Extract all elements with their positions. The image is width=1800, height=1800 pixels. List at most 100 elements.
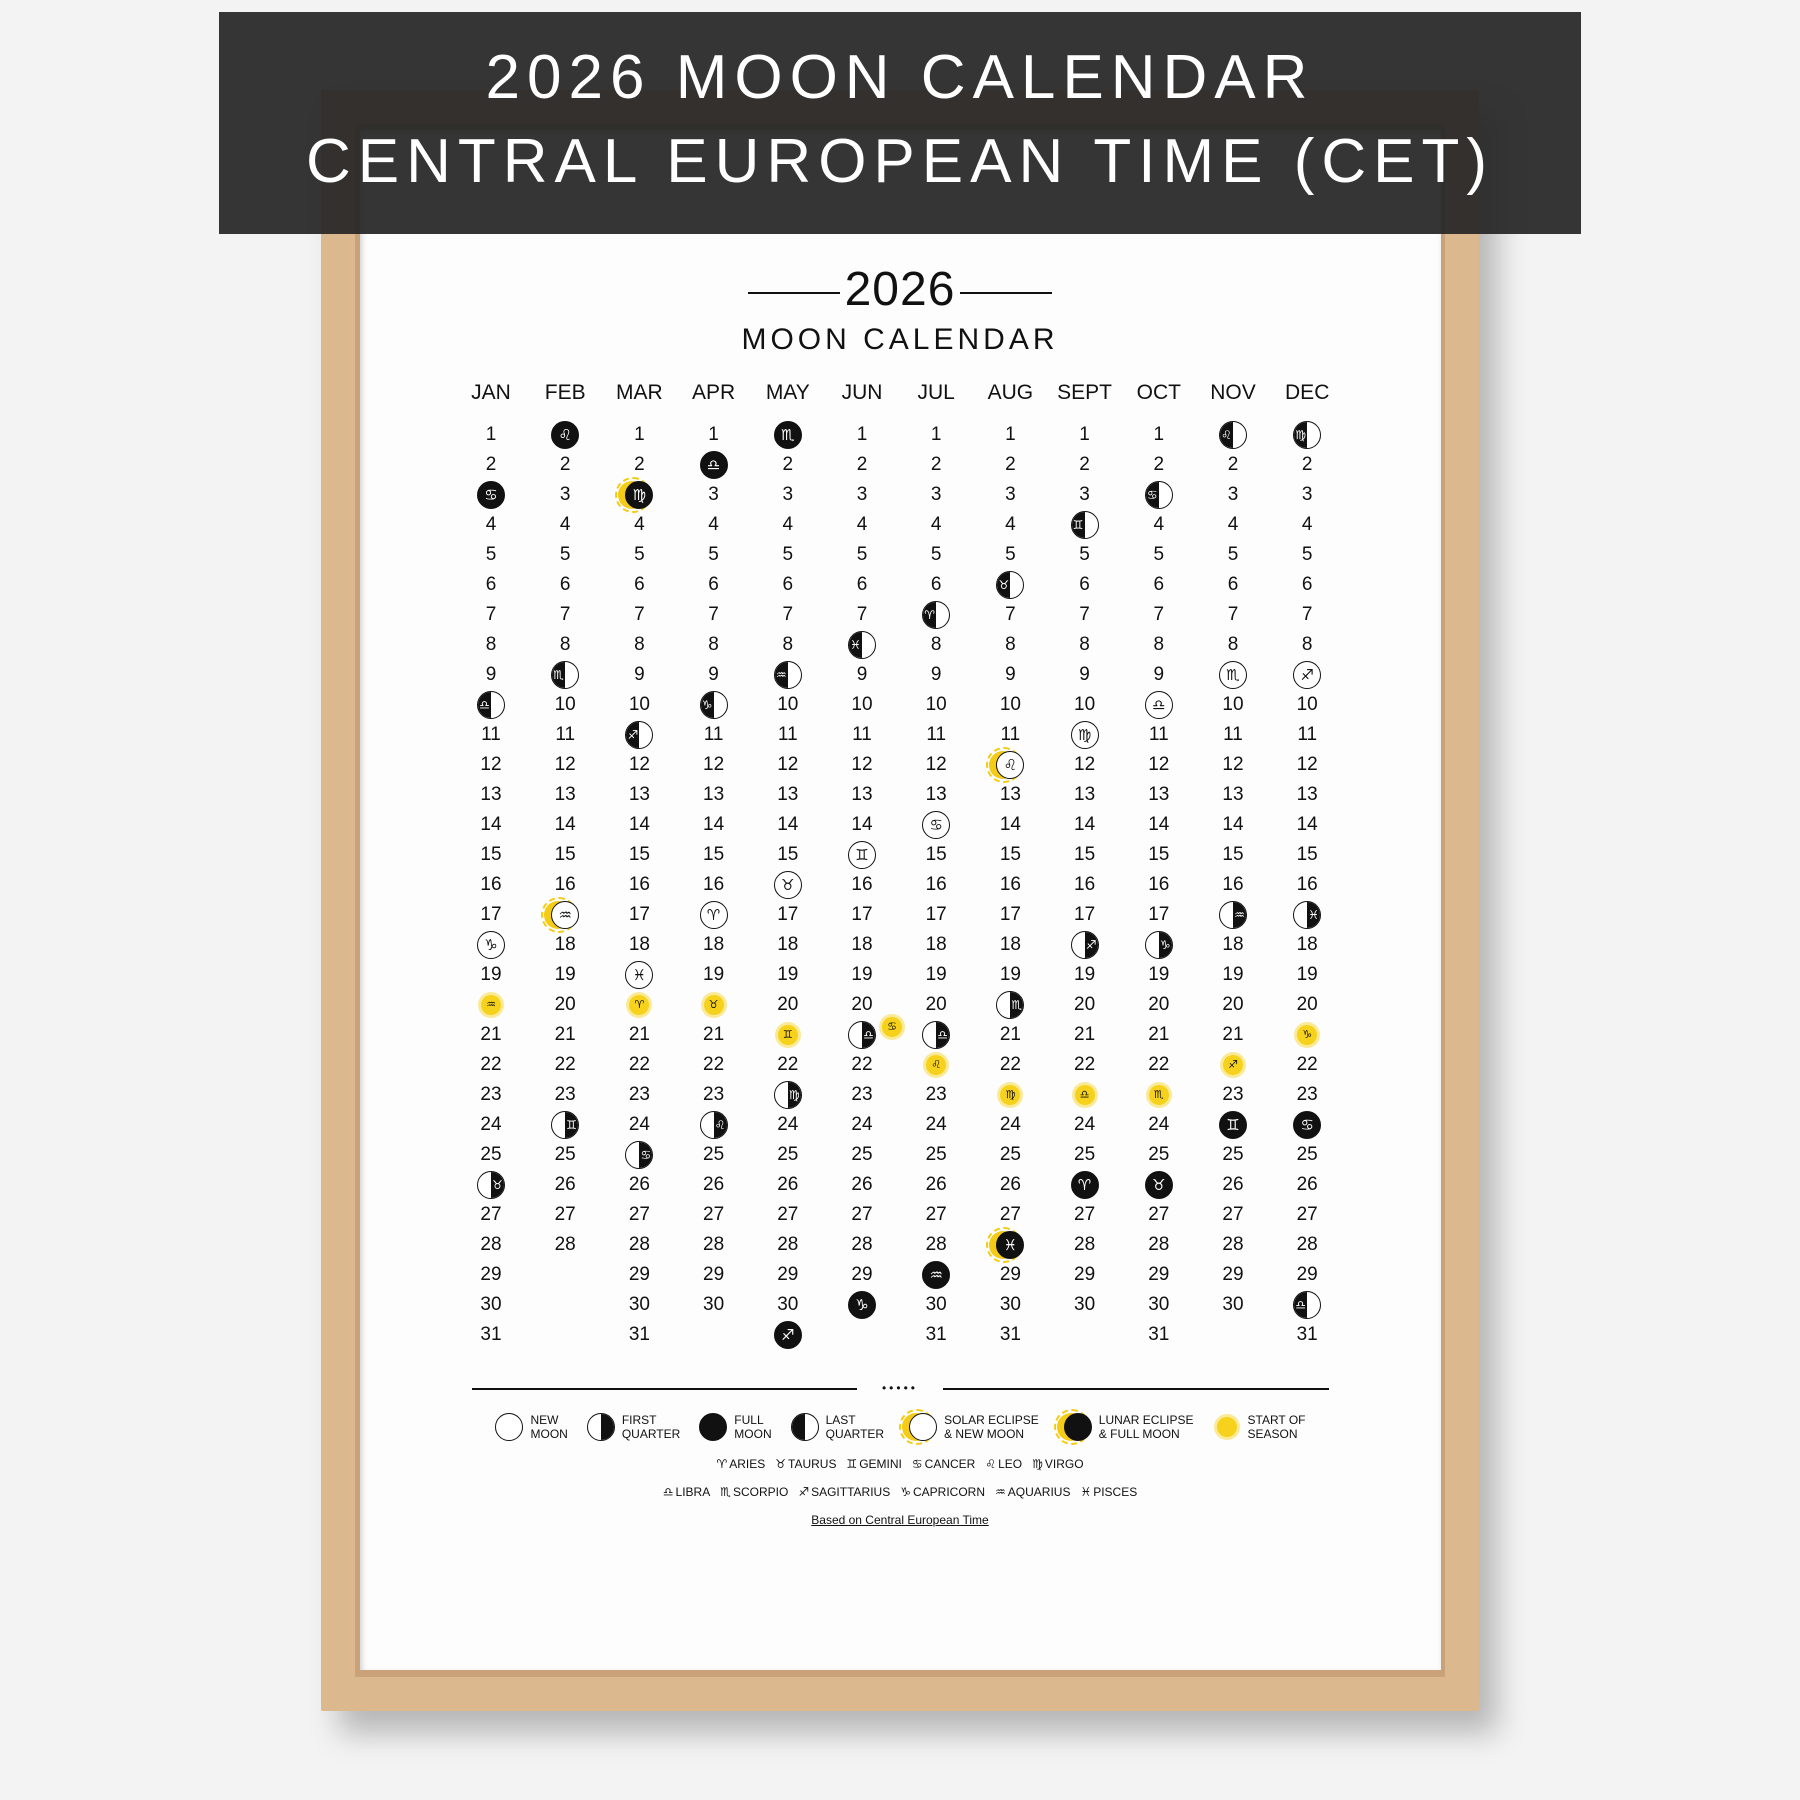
day-number: 18 [628, 934, 650, 955]
scorpio-icon: ♏︎ [553, 668, 565, 682]
day-number: 24 [925, 1114, 947, 1135]
first-moon-icon: ♒︎ [1219, 901, 1247, 929]
zodiac-label: GEMINI [859, 1457, 902, 1471]
season-start-icon [1216, 1417, 1237, 1437]
day-number: 1 [930, 424, 942, 445]
new-moon-icon: ♓︎ [625, 961, 654, 989]
day-number: 28 [554, 1234, 576, 1255]
day-number: 26 [999, 1174, 1021, 1195]
full-moon-icon: ♊︎ [1219, 1111, 1247, 1139]
day-number: 8 [559, 634, 571, 655]
title-rule-left [748, 292, 840, 294]
day-number: 6 [856, 574, 868, 595]
day-number: 26 [1222, 1174, 1244, 1195]
day-number: 6 [1079, 574, 1090, 595]
day-number: 22 [703, 1054, 725, 1075]
day-number: 9 [930, 664, 942, 685]
day-number: 20 [925, 994, 947, 1015]
day-number: 10 [1074, 694, 1096, 715]
day-number: 4 [856, 514, 868, 535]
day-number: 9 [856, 664, 868, 685]
day-number: 15 [554, 844, 576, 865]
month-header: MAR [616, 381, 663, 404]
day-number: 23 [628, 1084, 650, 1105]
sagittarius-icon: ♐︎ [627, 728, 639, 742]
last-moon-icon: ♈︎ [922, 601, 951, 629]
day-number: 2 [1079, 454, 1090, 475]
day-number: 13 [777, 784, 799, 805]
day-number: 18 [851, 934, 873, 955]
day-number: 13 [628, 784, 650, 805]
day-number: 30 [703, 1294, 725, 1315]
last-moon-icon: ♍︎ [1293, 421, 1322, 449]
day-number: 27 [628, 1204, 650, 1225]
day-number: 8 [708, 634, 719, 655]
day-number: 5 [930, 544, 942, 565]
day-number: 16 [703, 874, 725, 895]
pisces-icon: ♓︎ [850, 638, 861, 652]
day-number: 4 [1153, 514, 1165, 535]
new-moon-icon: ♎︎ [1144, 691, 1173, 719]
full-moon-icon: ♏︎ [773, 421, 802, 449]
day-number: 2 [930, 454, 942, 475]
first-moon-icon: ♑︎ [1144, 931, 1173, 959]
day-number: 31 [999, 1324, 1021, 1345]
day-number: 11 [1297, 724, 1318, 745]
day-number: 20 [1296, 994, 1318, 1015]
day-number: 11 [555, 724, 576, 745]
day-number: 7 [1079, 604, 1090, 625]
day-number: 13 [999, 784, 1021, 805]
day-number: 2 [559, 454, 571, 475]
day-number: 5 [856, 544, 868, 565]
day-number: 18 [925, 934, 947, 955]
day-number: 18 [1296, 934, 1318, 955]
moon-shadow [1294, 1292, 1308, 1318]
zodiac-label: ARIES [729, 1457, 766, 1471]
day-number: 13 [480, 784, 502, 805]
day-number: 28 [1222, 1234, 1244, 1255]
taurus-icon: ♉︎ [998, 578, 1010, 592]
legend-item-season: START OF SEASON [1212, 1412, 1306, 1442]
day-number: 4 [1227, 514, 1239, 535]
day-number: 30 [1074, 1294, 1096, 1315]
day-number: 9 [1153, 664, 1165, 685]
day-number: 28 [925, 1234, 947, 1255]
full-moon-icon: ♐︎ [773, 1321, 802, 1349]
day-number: 22 [1148, 1054, 1170, 1075]
day-number: 30 [628, 1294, 650, 1315]
day-number: 10 [777, 694, 799, 715]
leo-icon: ♌︎ [1221, 428, 1232, 442]
moon-shadow [1220, 422, 1233, 448]
day-number: 28 [1148, 1234, 1170, 1255]
aquarius-icon: ♒︎ [775, 668, 787, 682]
first-moon-icon: ♋︎ [625, 1141, 654, 1169]
day-number: 17 [1074, 904, 1096, 925]
capricorn-icon: ♑︎ [900, 1485, 911, 1499]
day-number: 7 [1227, 604, 1239, 625]
month-header: APR [692, 381, 736, 404]
day-number: 4 [1005, 514, 1016, 535]
day-number: 12 [703, 754, 725, 775]
day-number: 27 [703, 1204, 725, 1225]
day-number: 18 [1222, 934, 1244, 955]
day-number: 26 [628, 1174, 650, 1195]
day-number: 29 [480, 1264, 502, 1285]
title-rule-right [960, 292, 1052, 294]
day-number: 7 [782, 604, 794, 625]
day-number: 6 [559, 574, 571, 595]
last-moon-icon: ♊︎ [1070, 511, 1099, 539]
month-header: JUN [841, 381, 883, 404]
day-number: 10 [999, 694, 1021, 715]
day-number: 19 [925, 964, 947, 985]
zodiac-legend-scorpio: ♏︎ SCORPIO [720, 1485, 788, 1499]
day-number: 5 [485, 544, 497, 565]
moon-shadow [639, 1142, 653, 1168]
full-moon-icon: ♋︎ [477, 481, 505, 509]
day-number: 29 [703, 1264, 725, 1285]
full-moon-icon: ♉︎ [1144, 1171, 1173, 1199]
day-number: 20 [554, 994, 576, 1015]
capricorn-icon: ♑︎ [484, 936, 498, 954]
day-number: 3 [856, 484, 868, 505]
leo-icon: ♌︎ [558, 426, 572, 444]
libra-icon: ♎︎ [1295, 1298, 1307, 1312]
